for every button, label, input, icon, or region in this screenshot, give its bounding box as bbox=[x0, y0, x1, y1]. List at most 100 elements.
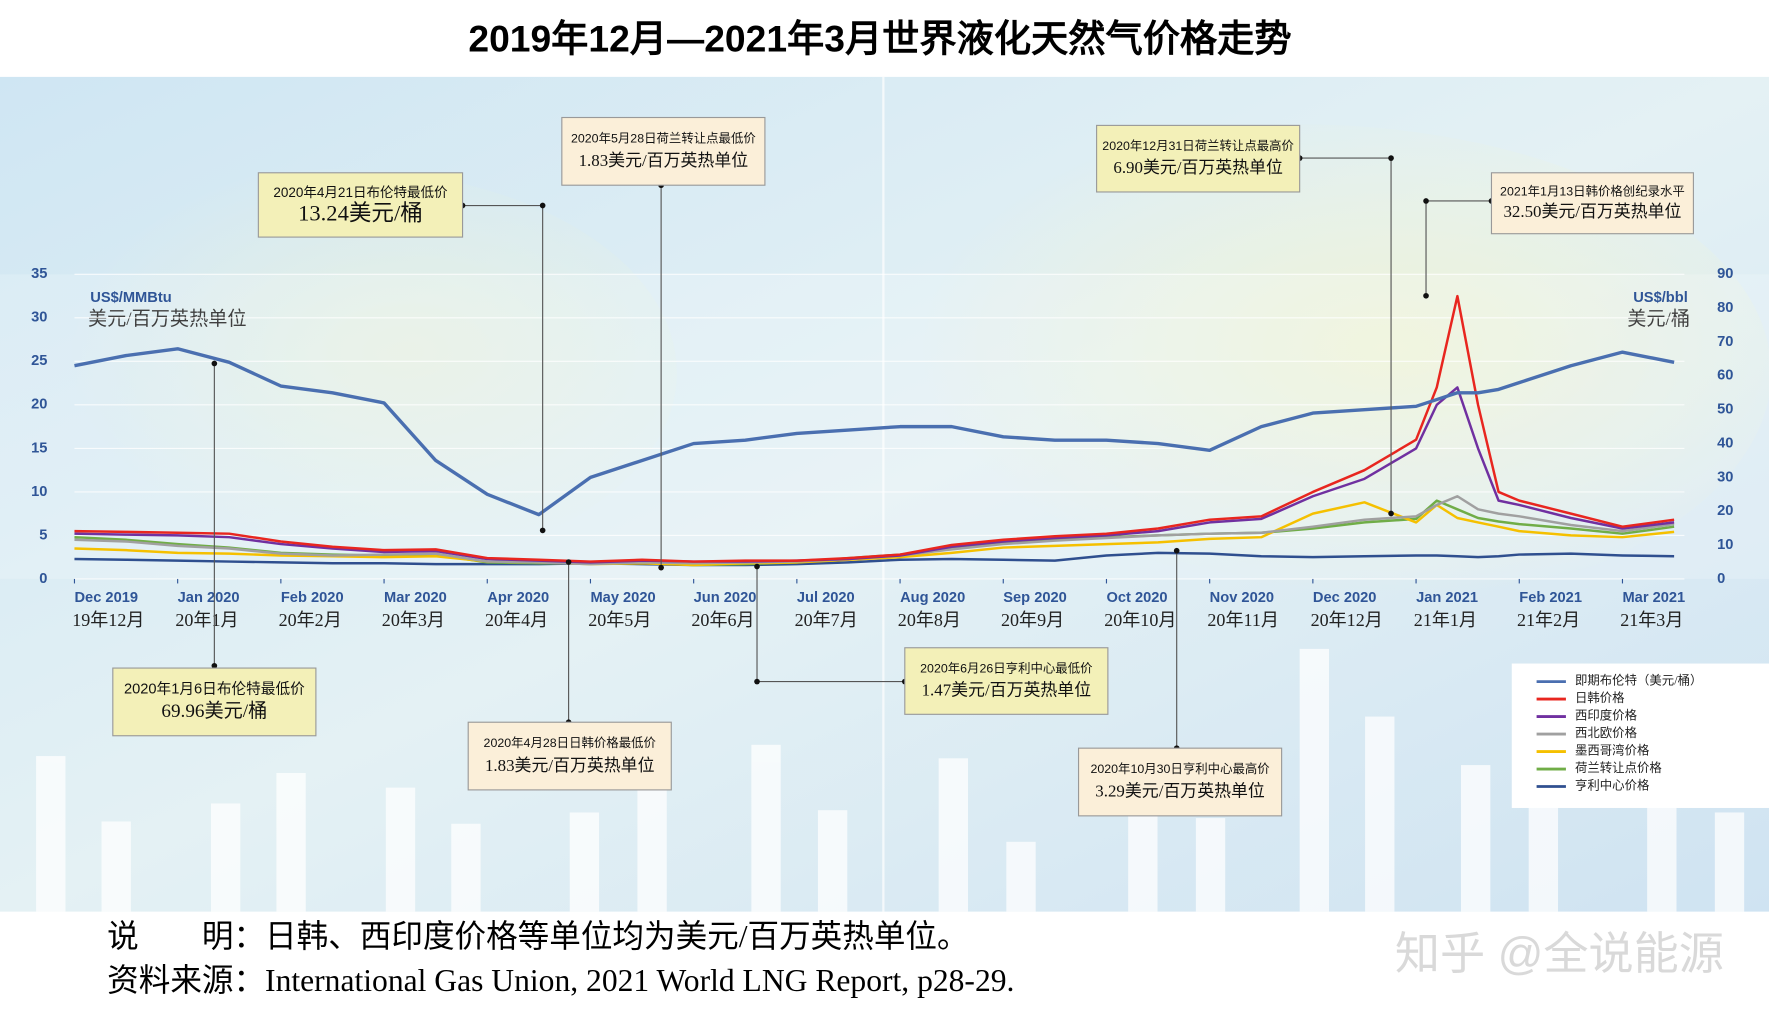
x-tick-label: May 2020 bbox=[590, 590, 655, 606]
legend-label: 西北欧价格 bbox=[1575, 725, 1638, 740]
annotation-box bbox=[1077, 747, 1283, 817]
x-tick-label: Jan 2021 bbox=[1416, 590, 1478, 606]
y-tick-label: 35 bbox=[31, 266, 47, 282]
series-lines bbox=[74, 294, 1675, 567]
annotation-box bbox=[1490, 172, 1694, 235]
y2-tick-label: 0 bbox=[1717, 571, 1725, 587]
leader-dot bbox=[1388, 510, 1394, 517]
annotation-box bbox=[904, 647, 1109, 715]
annotation-value: 69.96美元/桶 bbox=[161, 700, 267, 722]
x-tick-label-cn: 21年3月 bbox=[1620, 610, 1683, 630]
x-tick-label-cn: 20年6月 bbox=[691, 610, 754, 630]
x-tick-label-cn: 19年12月 bbox=[72, 610, 144, 630]
annotation-date: 2021年1月13日韩价格创纪录水平 bbox=[1500, 184, 1685, 199]
x-tick-label-cn: 20年4月 bbox=[485, 610, 548, 630]
leader-dot bbox=[539, 202, 546, 209]
x-tick-label-cn: 21年2月 bbox=[1517, 610, 1580, 630]
x-tick-label: Sep 2020 bbox=[1003, 590, 1067, 606]
x-tick-label-cn: 20年8月 bbox=[898, 610, 961, 630]
annotation-value: 13.24美元/桶 bbox=[298, 200, 423, 225]
y2-tick-label: 60 bbox=[1717, 368, 1733, 384]
footer-note: 说 明：日韩、西印度价格等单位均为美元/百万英热单位。 bbox=[107, 919, 968, 954]
y2-tick-label: 40 bbox=[1717, 435, 1733, 451]
y-tick-label: 25 bbox=[31, 353, 47, 369]
x-tick-label: Mar 2021 bbox=[1622, 590, 1685, 606]
y2-tick-label: 50 bbox=[1717, 402, 1733, 418]
annotation-date: 2020年12月31日荷兰转让点最高价 bbox=[1102, 138, 1294, 153]
legend-box bbox=[1511, 663, 1769, 808]
y-tick-label: 5 bbox=[39, 527, 47, 543]
y-axis-unit: US$/MMBtu bbox=[90, 290, 171, 306]
leader-dot bbox=[1388, 155, 1394, 161]
x-tick-label-cn: 20年2月 bbox=[279, 610, 342, 630]
series-line bbox=[74, 551, 1675, 567]
y-tick-label: 30 bbox=[31, 310, 47, 326]
y-tick-label: 10 bbox=[31, 484, 47, 500]
y-tick-label: 0 bbox=[39, 571, 47, 587]
x-tick-label-cn: 20年10月 bbox=[1104, 610, 1176, 630]
x-tick-label-cn: 20年9月 bbox=[1001, 610, 1064, 630]
annotation-date: 2020年4月28日日韩价格最低价 bbox=[484, 735, 657, 750]
leader-dot bbox=[211, 662, 218, 669]
watermark: 知乎 @全说能源 bbox=[1395, 928, 1724, 979]
legend-label: 墨西哥湾价格 bbox=[1575, 742, 1650, 757]
x-tick-label: Nov 2020 bbox=[1210, 590, 1274, 606]
x-tick-label: Feb 2021 bbox=[1519, 590, 1582, 606]
x-tick-label-cn: 21年1月 bbox=[1414, 610, 1477, 630]
leader-dot bbox=[565, 559, 572, 565]
leader-dot bbox=[1423, 292, 1429, 299]
series-line bbox=[74, 386, 1675, 564]
annotation-box bbox=[112, 667, 317, 737]
x-tick-label-cn: 20年12月 bbox=[1311, 610, 1383, 630]
chart-title: 2019年12月—2021年3月世界液化天然气价格走势 bbox=[468, 18, 1291, 60]
annotation-value: 3.29美元/百万英热单位 bbox=[1095, 782, 1265, 801]
x-tick-label-cn: 20年3月 bbox=[382, 610, 445, 630]
series-line bbox=[74, 501, 1675, 567]
annotation-date: 2020年5月28日荷兰转让点最低价 bbox=[571, 130, 756, 145]
y-axis-label: 美元/百万英热单位 bbox=[88, 308, 247, 330]
y-tick-label: 20 bbox=[31, 397, 47, 413]
annotation-box bbox=[1096, 124, 1301, 193]
annotation-value: 1.83美元/百万英热单位 bbox=[485, 756, 655, 775]
x-tick-label: Dec 2019 bbox=[74, 590, 138, 606]
series-line bbox=[74, 294, 1675, 563]
y2-tick-label: 70 bbox=[1717, 334, 1733, 350]
x-tick-label-cn: 20年11月 bbox=[1207, 610, 1279, 630]
annotation-date: 2020年4月21日布伦特最低价 bbox=[273, 185, 448, 200]
y2-axis-label: 美元/桶 bbox=[1627, 308, 1690, 330]
leader-dot bbox=[211, 360, 218, 367]
x-tick-label: Jun 2020 bbox=[694, 590, 757, 606]
annotation-date: 2020年6月26日亨利中心最低价 bbox=[920, 660, 1093, 675]
annotation-date: 2020年10月30日亨利中心最高价 bbox=[1090, 761, 1270, 776]
annotations: 2020年1月6日布伦特最低价 69.96美元/桶 2020年4月21日布伦特最低价… bbox=[112, 116, 1694, 817]
x-tick-label: Dec 2020 bbox=[1313, 590, 1377, 606]
footer-source: 资料来源：International Gas Union, 2021 World… bbox=[107, 963, 1014, 998]
footer-bg bbox=[0, 911, 1769, 1027]
decor-bars bbox=[36, 648, 1745, 912]
y2-tick-label: 30 bbox=[1717, 469, 1733, 485]
map-shade bbox=[0, 169, 677, 576]
leader-dot bbox=[754, 678, 760, 685]
x-tick-label: Mar 2020 bbox=[384, 590, 447, 606]
legend-label: 亨利中心价格 bbox=[1575, 777, 1650, 792]
x-tick-label: Jan 2020 bbox=[178, 590, 240, 606]
annotation-value: 6.90美元/百万英热单位 bbox=[1113, 158, 1283, 177]
legend-label: 日韩价格 bbox=[1575, 690, 1625, 705]
y2-tick-label: 90 bbox=[1717, 266, 1733, 282]
annotation-box bbox=[257, 172, 464, 238]
leader-dot bbox=[1423, 198, 1429, 204]
legend-label: 即期布伦特（美元/桶） bbox=[1575, 672, 1703, 687]
series-line bbox=[74, 494, 1675, 566]
x-tick-label-cn: 20年1月 bbox=[175, 610, 238, 630]
y2-tick-label: 10 bbox=[1717, 537, 1733, 553]
annotation-value: 32.50美元/百万英热单位 bbox=[1503, 202, 1681, 221]
x-tick-label: Oct 2020 bbox=[1106, 590, 1167, 606]
y-tick-label: 15 bbox=[31, 440, 47, 456]
grid: 0 5 10 15 20 25 30 35 0 10 20 30 40 50 60 70 80 90 Dec 201… bbox=[31, 266, 1733, 630]
leader-dot bbox=[658, 564, 664, 571]
series-line bbox=[74, 347, 1675, 517]
y2-axis-unit: US$/bbl bbox=[1633, 290, 1688, 306]
legend-label: 西印度价格 bbox=[1575, 707, 1638, 722]
